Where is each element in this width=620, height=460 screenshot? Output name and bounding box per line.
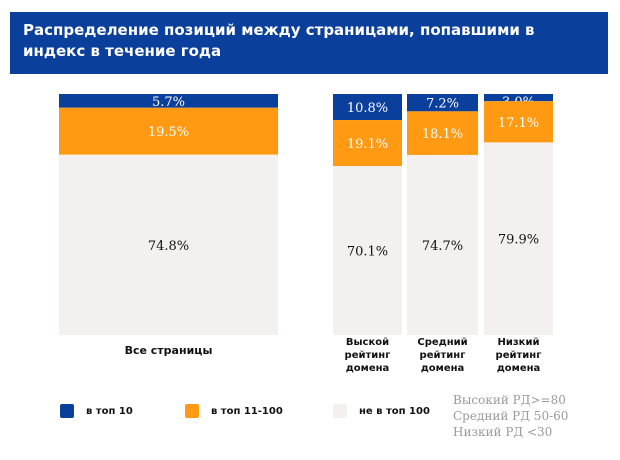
data-label: 17.1% bbox=[498, 116, 539, 131]
bar-segment bbox=[484, 142, 553, 335]
bar-segment bbox=[484, 101, 553, 143]
data-label: 70.1% bbox=[347, 245, 388, 260]
legend-label: в топ 11-100 bbox=[211, 405, 283, 417]
note: Средний РД 50-60 bbox=[453, 409, 569, 423]
legend-label: не в топ 100 bbox=[359, 405, 430, 417]
bar-segment bbox=[59, 94, 278, 108]
legend-label: в топ 10 bbox=[86, 405, 133, 417]
data-label: 74.8% bbox=[148, 239, 189, 254]
bar-segment bbox=[333, 94, 402, 121]
data-label: 5.7% bbox=[152, 95, 185, 110]
legend-swatch bbox=[333, 404, 347, 418]
bar-segment bbox=[484, 94, 553, 102]
data-label: 10.8% bbox=[347, 101, 388, 116]
legend-swatch bbox=[185, 404, 199, 418]
data-label: 19.5% bbox=[148, 125, 189, 140]
category-label: Средний рейтинг домена bbox=[417, 337, 468, 374]
data-label: 19.1% bbox=[347, 137, 388, 152]
bar-segment bbox=[407, 154, 478, 335]
legend-swatch bbox=[60, 404, 74, 418]
bar-segment bbox=[333, 166, 402, 335]
note: Высокий РД>=80 bbox=[453, 393, 566, 407]
bar-segment bbox=[333, 120, 402, 167]
rating-notes: Высокий РД>=80 Средний РД 50-60 Низкий Р… bbox=[453, 392, 568, 440]
data-label: 74.7% bbox=[422, 239, 463, 254]
legend-item-top10: в топ 10 bbox=[60, 404, 133, 418]
data-label: 79.9% bbox=[498, 233, 539, 248]
chart-title: Распределение позиций между страницами, … bbox=[10, 12, 608, 74]
bar-segment bbox=[59, 154, 278, 335]
data-label: 18.1% bbox=[422, 127, 463, 142]
legend-item-not-top100: не в топ 100 bbox=[333, 404, 430, 418]
category-label: Выской рейтинг домена bbox=[344, 337, 391, 374]
bar-segment bbox=[59, 107, 278, 155]
note: Низкий РД <30 bbox=[453, 425, 553, 439]
category-label: Все страницы bbox=[124, 344, 213, 357]
legend-item-top11-100: в топ 11-100 bbox=[185, 404, 283, 418]
data-label: 7.2% bbox=[426, 97, 459, 112]
bar-segment bbox=[407, 111, 478, 155]
bar-segment bbox=[407, 94, 478, 112]
category-label: Низкий рейтинг домена bbox=[495, 337, 542, 374]
